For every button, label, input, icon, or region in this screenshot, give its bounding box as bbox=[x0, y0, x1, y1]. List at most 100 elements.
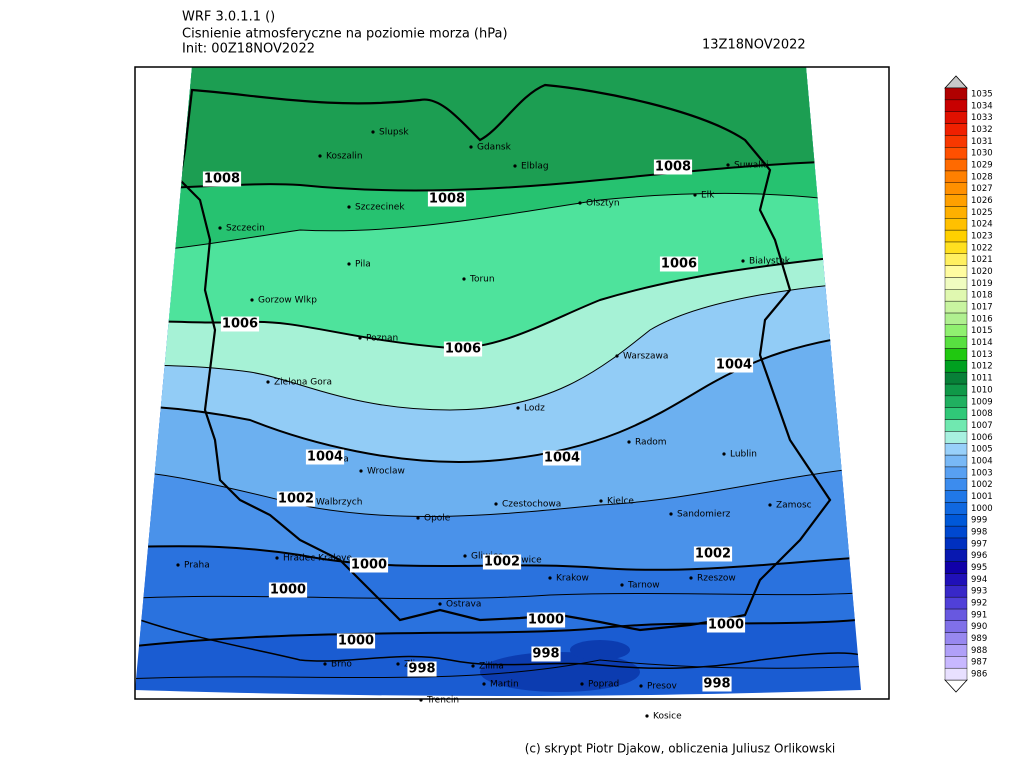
contour-labels: 1008 1008 1008 1006 1006 1006 1004 1004 1004 1002… bbox=[202, 159, 754, 692]
city-label: Radom bbox=[635, 438, 667, 448]
contour-label-bg bbox=[427, 191, 467, 207]
colorbar-swatch bbox=[944, 644, 968, 657]
colorbar-swatch bbox=[944, 158, 968, 172]
city-marker bbox=[318, 154, 322, 158]
city-marker bbox=[548, 576, 552, 580]
contour-label: 1002 bbox=[278, 492, 314, 507]
colorbar-swatch bbox=[944, 431, 968, 444]
colorbar-label: 998 bbox=[971, 528, 987, 538]
colorbar-swatch bbox=[944, 490, 968, 503]
colorbar-label: 1017 bbox=[971, 303, 993, 313]
city-label: Sandomierz bbox=[677, 510, 731, 520]
city-marker bbox=[645, 714, 649, 718]
colorbar-label: 1010 bbox=[971, 385, 993, 395]
colorbar-label: 1030 bbox=[971, 149, 993, 159]
valid-time: 13Z18NOV2022 bbox=[702, 38, 806, 53]
city-label: Slupsk bbox=[379, 128, 409, 138]
contour-label-bg bbox=[305, 449, 345, 465]
pressure-field bbox=[135, 67, 861, 696]
colorbar-swatch bbox=[944, 596, 968, 610]
city-label: Warszawa bbox=[623, 352, 668, 362]
city-marker bbox=[726, 163, 730, 167]
colorbar-label: 997 bbox=[971, 539, 987, 549]
contour-label: 998 bbox=[703, 677, 730, 692]
city-marker bbox=[323, 662, 327, 666]
colorbar-label: 991 bbox=[971, 610, 987, 620]
colorbar-swatch bbox=[944, 549, 968, 562]
city-label: Walbrzych bbox=[316, 498, 362, 508]
city-label: Kosice bbox=[653, 712, 682, 722]
colorbar-swatch bbox=[944, 336, 968, 349]
contour-label-bg bbox=[659, 256, 699, 272]
city-label: Bialystok bbox=[749, 257, 791, 267]
contour-label: 1000 bbox=[351, 558, 387, 573]
init-time: Init: 00Z18NOV2022 bbox=[182, 42, 315, 57]
city-label: Suwalki bbox=[734, 161, 769, 171]
contour-label-bg bbox=[268, 582, 308, 598]
colorbar-label: 1015 bbox=[971, 326, 993, 336]
city-label: Brno bbox=[331, 660, 352, 670]
colorbar-swatch bbox=[944, 348, 968, 361]
city-label: Gorzow Wlkp bbox=[258, 296, 317, 306]
city-marker bbox=[358, 336, 362, 340]
colorbar-label: 1011 bbox=[971, 374, 993, 384]
colorbar-swatch bbox=[944, 620, 968, 633]
colorbar-swatch bbox=[944, 454, 968, 468]
colorbar-label: 1016 bbox=[971, 314, 993, 324]
colorbar-label: 1012 bbox=[971, 362, 993, 372]
colorbar-label: 1022 bbox=[971, 243, 993, 253]
colorbar-swatch bbox=[944, 667, 968, 681]
city-label: Czestochowa bbox=[502, 500, 561, 510]
colorbar-swatch bbox=[944, 312, 968, 325]
credits: (c) skrypt Piotr Djakow, obliczenia Juli… bbox=[525, 742, 836, 756]
city-label: Rzeszow bbox=[697, 574, 736, 584]
colorbar-label: 992 bbox=[971, 599, 987, 609]
colorbar-swatch bbox=[944, 289, 968, 302]
contour-label: 1000 bbox=[270, 583, 306, 598]
colorbar-label: 1024 bbox=[971, 220, 993, 230]
city-label: Opole bbox=[424, 514, 451, 524]
colorbar-label: 996 bbox=[971, 551, 987, 561]
colorbar-label: 1019 bbox=[971, 279, 993, 289]
colorbar-label: 988 bbox=[971, 646, 987, 656]
city-label: Wroclaw bbox=[367, 467, 405, 477]
colorbar-swatch bbox=[944, 371, 968, 385]
colorbar-label: 1002 bbox=[971, 480, 993, 490]
contour-label: 1006 bbox=[661, 257, 697, 272]
colorbar-swatch bbox=[944, 111, 968, 124]
contour-label-bg bbox=[220, 316, 260, 332]
city-label: Hradec Kralove bbox=[283, 554, 352, 564]
city-marker bbox=[176, 563, 180, 567]
contour-label-bg bbox=[276, 491, 316, 507]
colorbar-label: 999 bbox=[971, 516, 987, 526]
colorbar-swatch bbox=[944, 383, 968, 397]
city-marker bbox=[419, 698, 423, 702]
contour-label: 1002 bbox=[484, 555, 520, 570]
city-label: Zilina bbox=[479, 662, 504, 672]
colorbar-swatch bbox=[944, 218, 968, 231]
contour-label: 998 bbox=[532, 647, 559, 662]
city-label: Olsztyn bbox=[586, 199, 620, 209]
city-marker bbox=[516, 406, 520, 410]
city-label: Szczecinek bbox=[355, 203, 405, 213]
colorbar-swatch bbox=[944, 573, 968, 586]
city-marker bbox=[722, 452, 726, 456]
city-marker bbox=[615, 354, 619, 358]
colorbar-label: 1033 bbox=[971, 113, 993, 123]
contour-label-bg bbox=[542, 450, 582, 466]
colorbar-label: 1005 bbox=[971, 445, 993, 455]
colorbar-swatch bbox=[944, 300, 968, 314]
city-label: Zielona Gora bbox=[274, 378, 332, 388]
colorbar-label: 995 bbox=[971, 563, 987, 573]
model-label: WRF 3.0.1.1 () bbox=[182, 10, 275, 25]
city-marker bbox=[438, 602, 442, 606]
city-marker bbox=[639, 684, 643, 688]
colorbar-swatch bbox=[944, 229, 968, 243]
colorbar-label: 1008 bbox=[971, 409, 993, 419]
colorbar-swatch bbox=[944, 561, 968, 574]
colorbar-label: 989 bbox=[971, 634, 987, 644]
city-label: Praha bbox=[184, 561, 210, 571]
colorbar-label: 1006 bbox=[971, 433, 993, 443]
colorbar-label: 987 bbox=[971, 658, 987, 668]
contour-label-bg bbox=[693, 546, 733, 562]
